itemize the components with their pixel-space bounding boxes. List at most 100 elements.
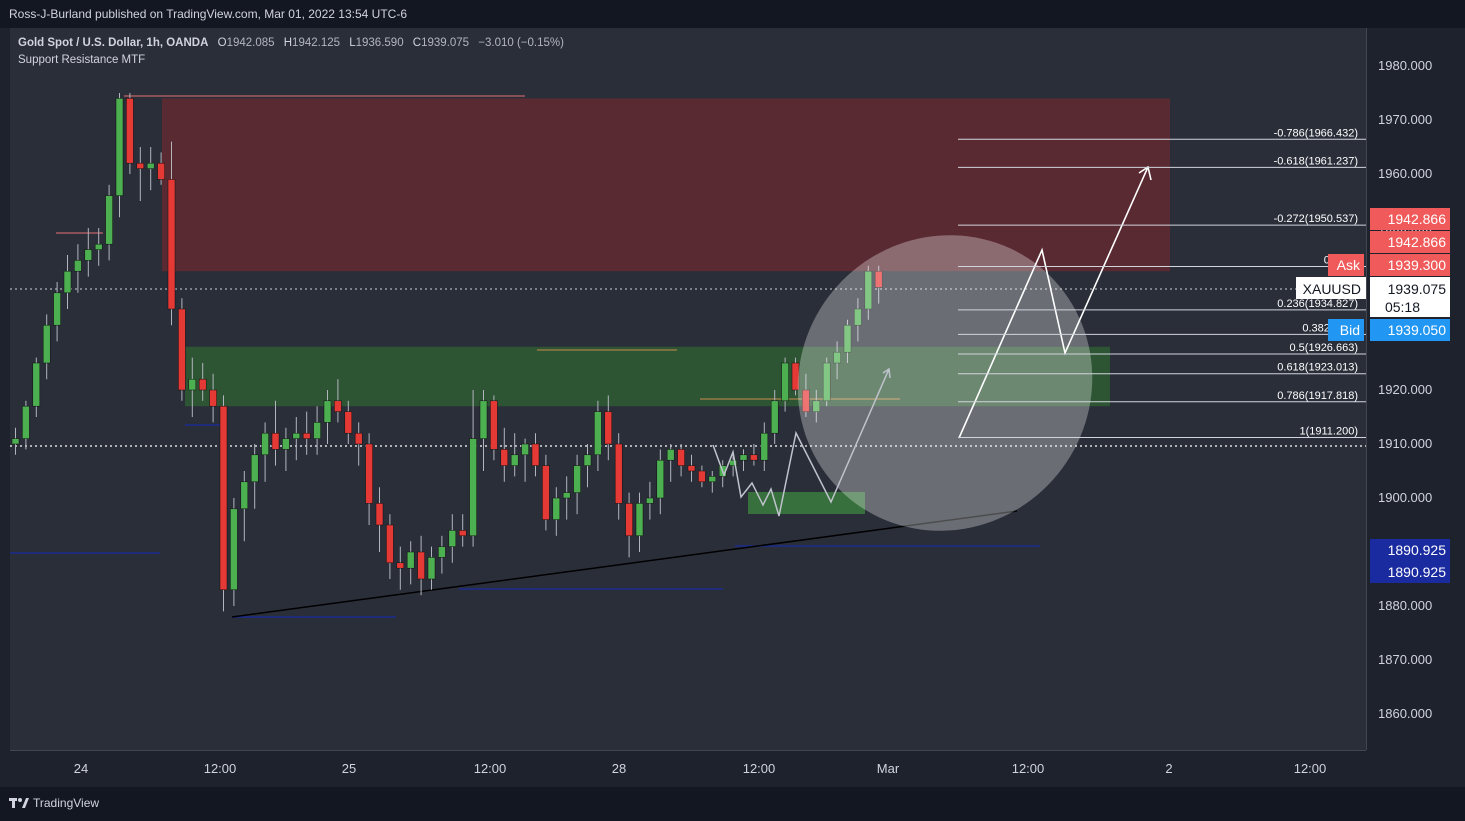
candle-body bbox=[656, 459, 665, 499]
candle bbox=[781, 357, 789, 412]
candle-body bbox=[625, 503, 633, 537]
candle bbox=[22, 400, 30, 450]
candle-body bbox=[614, 443, 623, 504]
candle-body bbox=[510, 454, 519, 466]
candle-body bbox=[271, 432, 280, 450]
candle-body bbox=[552, 497, 561, 520]
candle bbox=[94, 228, 103, 266]
candle bbox=[750, 444, 758, 466]
candle-body bbox=[53, 292, 61, 326]
candle-body bbox=[458, 530, 467, 537]
candle-body bbox=[178, 308, 186, 391]
tradingview-logo[interactable]: TradingView bbox=[9, 796, 99, 810]
candle bbox=[386, 514, 394, 579]
candle bbox=[157, 152, 165, 185]
candle-body bbox=[323, 400, 332, 423]
support-price-tag-2-bg bbox=[1370, 561, 1450, 583]
candle-body bbox=[490, 400, 498, 450]
candle bbox=[542, 454, 550, 531]
candle bbox=[53, 282, 61, 342]
candle bbox=[770, 390, 779, 444]
candle-body bbox=[427, 557, 436, 580]
support-price-tag: 1890.925 bbox=[1370, 539, 1450, 561]
brand-label: TradingView bbox=[33, 796, 100, 810]
indicator-name[interactable]: Support Resistance MTF bbox=[18, 54, 146, 66]
candle-body bbox=[396, 562, 405, 569]
candle bbox=[282, 427, 290, 471]
candle-body bbox=[854, 308, 862, 326]
candle bbox=[63, 255, 72, 309]
bid-price-tag: 1939.050 bbox=[1370, 319, 1450, 341]
candle bbox=[729, 454, 737, 477]
symbol-tag-text: XAUUSD bbox=[1303, 281, 1361, 297]
candle-body bbox=[562, 492, 571, 499]
footer: TradingView bbox=[0, 787, 1465, 821]
candle bbox=[74, 244, 82, 293]
candle bbox=[562, 476, 571, 520]
candle bbox=[344, 400, 353, 444]
candle bbox=[614, 433, 623, 520]
candle bbox=[209, 373, 217, 423]
candle-body bbox=[802, 389, 810, 412]
bid-label-tag: Bid bbox=[1328, 319, 1364, 341]
ask-label-tag-text: Ask bbox=[1337, 257, 1361, 273]
candle-body bbox=[739, 454, 748, 461]
support-price-tag-bg bbox=[1370, 539, 1450, 561]
highlight-ellipse bbox=[797, 235, 1093, 531]
candle-body bbox=[313, 422, 321, 439]
high-price-tag-2: 1942.866 bbox=[1370, 231, 1450, 253]
x-tick-label: 12:00 bbox=[204, 761, 237, 776]
candle-body bbox=[365, 443, 373, 504]
candle-body bbox=[698, 470, 706, 483]
symbol-tag-bg bbox=[1296, 277, 1366, 299]
candle-body bbox=[781, 362, 789, 402]
candle-body bbox=[42, 324, 51, 364]
zigzag-projection-2 bbox=[958, 166, 1149, 439]
candle-body bbox=[542, 465, 550, 520]
candle bbox=[812, 390, 821, 423]
candle-body bbox=[261, 432, 269, 456]
candle bbox=[323, 390, 332, 444]
legend-ohlc-row: Gold Spot / U.S. Dollar, 1h, OANDA O1942… bbox=[18, 37, 564, 49]
candle-body bbox=[282, 438, 290, 450]
chart-legend: Gold Spot / U.S. Dollar, 1h, OANDA O1942… bbox=[18, 35, 564, 69]
candle bbox=[313, 406, 321, 455]
candle bbox=[822, 357, 831, 407]
change-value: −3.010 (−0.15%) bbox=[478, 37, 564, 49]
candle-body bbox=[292, 432, 301, 439]
candle-body bbox=[791, 362, 800, 391]
fib-level-label: 0.786(1917.818) bbox=[1277, 390, 1358, 402]
x-tick-label: Mar bbox=[877, 761, 900, 776]
candle bbox=[791, 357, 800, 396]
candle bbox=[698, 465, 706, 488]
ask-price-tag-bg bbox=[1370, 254, 1450, 276]
candle-body bbox=[157, 162, 165, 180]
fib-level-label: 0.5(1926.663) bbox=[1290, 342, 1359, 354]
fib-level-label: 0.236(1934.827) bbox=[1277, 298, 1358, 310]
candle-body bbox=[250, 454, 259, 483]
candle-body bbox=[32, 362, 41, 407]
candle bbox=[739, 449, 748, 471]
candle bbox=[573, 454, 581, 515]
x-tick-label: 12:00 bbox=[1012, 761, 1045, 776]
price-axis[interactable] bbox=[1366, 28, 1455, 750]
candle-body bbox=[22, 405, 30, 439]
symbol-title[interactable]: Gold Spot / U.S. Dollar, 1h, OANDA bbox=[18, 37, 209, 49]
time-axis[interactable] bbox=[10, 750, 1366, 788]
candle bbox=[334, 379, 342, 423]
resistance-zone bbox=[162, 98, 1170, 272]
candle bbox=[240, 471, 249, 542]
candle bbox=[677, 444, 685, 477]
candle bbox=[802, 373, 810, 417]
candle bbox=[500, 427, 509, 482]
candle-body bbox=[354, 432, 363, 445]
fib-level-label: -0.272(1950.537) bbox=[1274, 213, 1358, 225]
candle bbox=[136, 147, 145, 201]
candle bbox=[219, 395, 228, 612]
candle-body bbox=[843, 324, 852, 353]
ask-price-tag-text: 1939.300 bbox=[1388, 257, 1447, 273]
high-price-tag-2-bg bbox=[1370, 231, 1450, 253]
publish-info: Ross-J-Burland published on TradingView.… bbox=[9, 7, 407, 21]
candle bbox=[167, 141, 176, 326]
